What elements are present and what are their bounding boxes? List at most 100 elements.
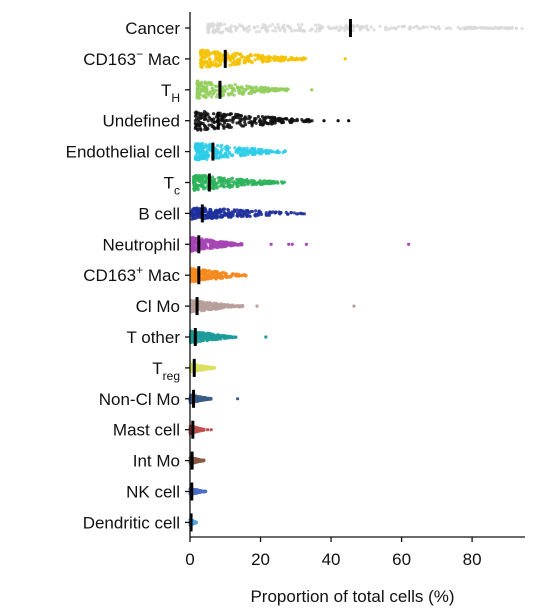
data-point [191, 248, 195, 253]
data-point [225, 179, 229, 183]
data-point [225, 241, 229, 245]
data-point [283, 149, 287, 153]
data-point [238, 152, 242, 156]
outlier-point [304, 242, 308, 246]
data-point [233, 82, 237, 87]
data-point [355, 23, 359, 28]
data-point [214, 277, 218, 281]
data-point [238, 91, 242, 95]
data-point [196, 128, 200, 132]
data-point [242, 27, 246, 31]
data-point [261, 86, 265, 90]
data-point [250, 152, 254, 156]
x-tick-label: 40 [322, 550, 341, 569]
data-point [223, 119, 227, 123]
data-point [456, 25, 460, 30]
data-point [219, 117, 223, 121]
data-point [206, 119, 210, 123]
data-point [228, 215, 233, 219]
data-point [279, 210, 283, 215]
data-point [256, 25, 260, 29]
data-point [227, 123, 231, 127]
data-point [258, 118, 262, 122]
data-point [250, 124, 254, 128]
data-point [261, 59, 265, 63]
data-point [248, 28, 252, 32]
data-point [282, 88, 286, 92]
data-point [296, 23, 300, 27]
data-point [465, 25, 469, 30]
data-point [203, 145, 207, 150]
data-point [280, 117, 284, 121]
data-point [267, 151, 271, 155]
data-point [194, 277, 198, 281]
data-point [192, 184, 196, 188]
data-point [202, 247, 206, 251]
data-point [239, 214, 243, 219]
data-point [200, 65, 204, 70]
data-point [292, 211, 296, 215]
data-point [237, 181, 241, 185]
data-point [520, 26, 524, 31]
data-point [212, 120, 216, 124]
data-point [293, 119, 297, 123]
data-point [208, 82, 212, 87]
data-point [199, 83, 203, 87]
data-point [297, 25, 302, 30]
category-row [206, 21, 524, 35]
category-row [198, 48, 347, 70]
data-point [249, 147, 253, 151]
data-point [213, 50, 217, 54]
data-point [195, 395, 199, 399]
data-point [203, 365, 207, 369]
data-point [204, 81, 208, 85]
outlier-point [269, 242, 273, 246]
data-point [204, 90, 208, 95]
data-point [204, 332, 209, 336]
data-point [253, 146, 257, 151]
data-point [273, 117, 277, 121]
data-point [253, 151, 258, 156]
data-point [249, 120, 253, 124]
data-point [190, 213, 194, 217]
data-point [230, 176, 235, 180]
data-point [239, 114, 243, 118]
category-label: CD163+ Mac [83, 263, 180, 285]
data-point [271, 181, 275, 185]
data-point [232, 87, 236, 91]
data-point [242, 124, 246, 128]
data-point [226, 55, 230, 59]
data-point [343, 28, 347, 32]
data-point [359, 27, 363, 31]
data-point [216, 246, 220, 250]
data-point [243, 178, 247, 182]
data-point [432, 25, 436, 29]
data-point [245, 84, 249, 88]
data-point [227, 26, 231, 30]
data-point [334, 26, 338, 30]
data-point [218, 274, 222, 278]
data-point [362, 25, 366, 29]
data-point [207, 143, 211, 147]
data-point [221, 112, 226, 117]
data-point [314, 29, 318, 33]
data-point [226, 208, 231, 212]
data-point [263, 55, 267, 59]
data-point [207, 57, 211, 61]
data-point [244, 148, 248, 152]
data-point [243, 120, 247, 124]
data-point [250, 85, 254, 89]
data-point [195, 185, 199, 189]
data-point [221, 240, 225, 244]
data-point [202, 397, 206, 401]
data-point [197, 459, 201, 463]
data-point [205, 127, 209, 132]
data-point [279, 56, 283, 60]
data-point [234, 274, 238, 278]
data-point [256, 114, 260, 119]
data-point [209, 276, 213, 281]
x-tick-label: 0 [185, 550, 194, 569]
data-point [221, 53, 225, 57]
data-point [206, 22, 210, 26]
data-point [252, 182, 256, 186]
